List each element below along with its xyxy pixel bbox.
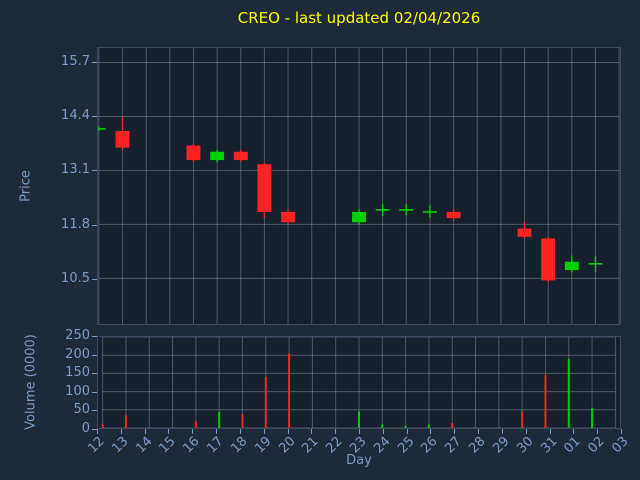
x-tick-mark bbox=[239, 429, 241, 434]
volume-tick-label: 100 bbox=[65, 383, 90, 399]
candle-day-23 bbox=[352, 209, 366, 225]
x-tick-mark bbox=[525, 429, 527, 434]
price-tick-label: 13.1 bbox=[61, 162, 90, 178]
volume-tick-label: 0 bbox=[81, 421, 90, 436]
x-tick-mark bbox=[216, 429, 218, 434]
candle-body bbox=[98, 128, 106, 130]
volume-tick-mark bbox=[92, 336, 97, 337]
price-tick-mark bbox=[92, 224, 97, 226]
candle-body bbox=[115, 131, 130, 148]
candle-body bbox=[281, 211, 296, 223]
x-tick-mark bbox=[406, 429, 408, 434]
price-tick-label: 15.7 bbox=[61, 53, 90, 69]
x-tick-mark bbox=[382, 429, 384, 434]
candle-body bbox=[352, 211, 366, 223]
x-tick-mark bbox=[287, 429, 289, 434]
candle-body bbox=[233, 151, 248, 161]
candle-day-13 bbox=[115, 116, 130, 151]
candle-body bbox=[588, 263, 603, 265]
candle-body bbox=[210, 151, 225, 161]
price-tick-mark bbox=[92, 61, 97, 63]
candle-body bbox=[399, 209, 414, 211]
x-tick-mark bbox=[359, 429, 360, 434]
volume-tick-label: 250 bbox=[65, 328, 90, 343]
candle-body bbox=[564, 261, 579, 271]
chart-title: CREO - last updated 02/04/2026 bbox=[237, 9, 481, 27]
candle-body bbox=[541, 238, 556, 281]
candle-day-19 bbox=[257, 162, 272, 219]
volume-tick-label: 50 bbox=[73, 402, 90, 418]
x-tick-mark bbox=[168, 429, 170, 434]
price-panel bbox=[97, 47, 621, 325]
volume-tick-label: 150 bbox=[65, 365, 90, 381]
volume-tick-label: 200 bbox=[65, 346, 90, 362]
candle-day-25 bbox=[399, 204, 414, 216]
x-tick-mark bbox=[478, 429, 480, 434]
candle-day-26 bbox=[422, 205, 437, 218]
price-tick-mark bbox=[92, 170, 97, 172]
price-tick-mark bbox=[92, 115, 97, 117]
candle-body bbox=[446, 211, 461, 219]
volume-tick-mark bbox=[92, 429, 97, 430]
candle-day-24 bbox=[375, 203, 390, 217]
candle-day-01 bbox=[564, 255, 579, 273]
x-tick-mark bbox=[263, 429, 265, 434]
volume-tick-mark bbox=[92, 354, 97, 356]
candle-body bbox=[186, 145, 201, 161]
candle-day-30 bbox=[517, 221, 532, 239]
x-tick-mark bbox=[597, 429, 599, 434]
x-tick-mark bbox=[311, 429, 313, 434]
volume-axis-label: Volume (0000) bbox=[23, 334, 39, 430]
volume-tick-mark bbox=[92, 373, 97, 375]
candle-body bbox=[517, 228, 532, 237]
price-axis-label: Price bbox=[18, 170, 34, 202]
candle-day-17 bbox=[210, 149, 225, 163]
price-tick-label: 11.8 bbox=[61, 216, 90, 232]
x-tick-mark bbox=[97, 429, 98, 434]
candle-day-16 bbox=[186, 144, 201, 162]
x-tick-mark bbox=[144, 429, 146, 434]
price-chart bbox=[98, 48, 620, 324]
candle-day-20 bbox=[281, 209, 296, 225]
x-tick-mark bbox=[621, 429, 622, 434]
volume-tick-mark bbox=[92, 410, 97, 412]
x-tick-mark bbox=[454, 429, 456, 434]
candle-day-02 bbox=[588, 255, 603, 272]
candle-body bbox=[257, 164, 272, 212]
price-tick-mark bbox=[92, 279, 97, 280]
price-tick-label: 10.5 bbox=[61, 271, 90, 286]
x-tick-mark bbox=[335, 429, 337, 434]
candle-day-12 bbox=[98, 126, 106, 132]
x-tick-mark bbox=[192, 429, 194, 434]
candle-day-31 bbox=[541, 236, 556, 283]
candle-body bbox=[375, 209, 390, 211]
candle-day-27 bbox=[446, 209, 461, 221]
candle-body bbox=[422, 211, 437, 213]
x-tick-mark bbox=[501, 429, 503, 434]
x-tick-mark bbox=[120, 429, 122, 434]
x-tick-mark bbox=[573, 429, 575, 434]
x-tick-mark bbox=[430, 429, 432, 434]
x-axis-label: Day bbox=[346, 453, 372, 468]
price-tick-label: 14.4 bbox=[61, 107, 90, 123]
candle-day-18 bbox=[233, 149, 248, 162]
volume-tick-mark bbox=[92, 391, 97, 393]
x-tick-mark bbox=[549, 429, 551, 434]
volume-chart bbox=[101, 337, 616, 428]
volume-panel bbox=[97, 336, 621, 429]
